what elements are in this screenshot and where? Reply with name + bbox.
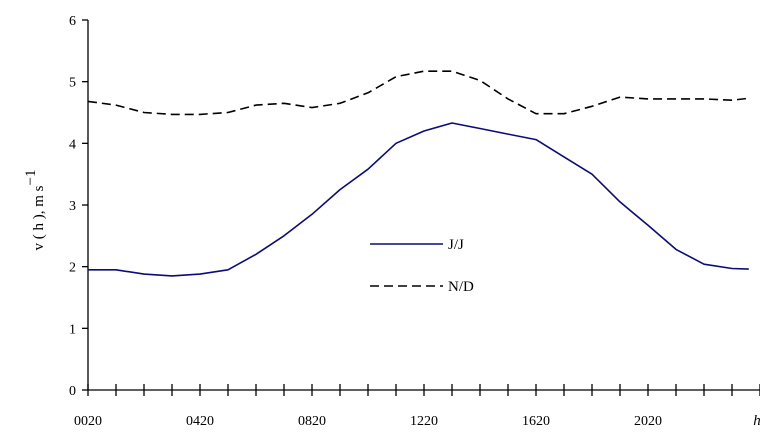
x-axis: 0020 0420 0820 1220 1620 2020 — [74, 384, 760, 429]
legend-label-jj: J/J — [448, 237, 464, 253]
y-axis-label: v ( h ), m s−1 — [23, 170, 47, 251]
y-tick-label: 5 — [69, 76, 76, 91]
y-tick-label: 4 — [69, 137, 76, 152]
x-axis-label: h — [753, 413, 760, 429]
series-line-jj — [88, 122, 749, 277]
y-axis-label-superscript: −1 — [23, 170, 39, 186]
y-tick-label: 3 — [69, 199, 76, 214]
y-tick-label: 6 — [69, 14, 76, 29]
legend: J/J N/D — [370, 237, 474, 295]
y-tick-label: 0 — [69, 384, 76, 399]
legend-label-nd: N/D — [448, 279, 474, 295]
x-tick-label: 1620 — [522, 414, 550, 429]
x-tick-label: 2020 — [634, 414, 662, 429]
series-line-nd — [87, 70, 749, 116]
series-layer — [87, 70, 749, 277]
x-tick-label: 0420 — [186, 414, 214, 429]
y-tick-label: 2 — [69, 261, 76, 276]
x-tick-label: 0820 — [298, 414, 326, 429]
y-axis: 0 1 2 3 4 5 6 — [69, 14, 89, 399]
x-tick-label: 0020 — [74, 414, 102, 429]
y-tick-label: 1 — [69, 322, 76, 337]
x-tick-label: 1220 — [410, 414, 438, 429]
